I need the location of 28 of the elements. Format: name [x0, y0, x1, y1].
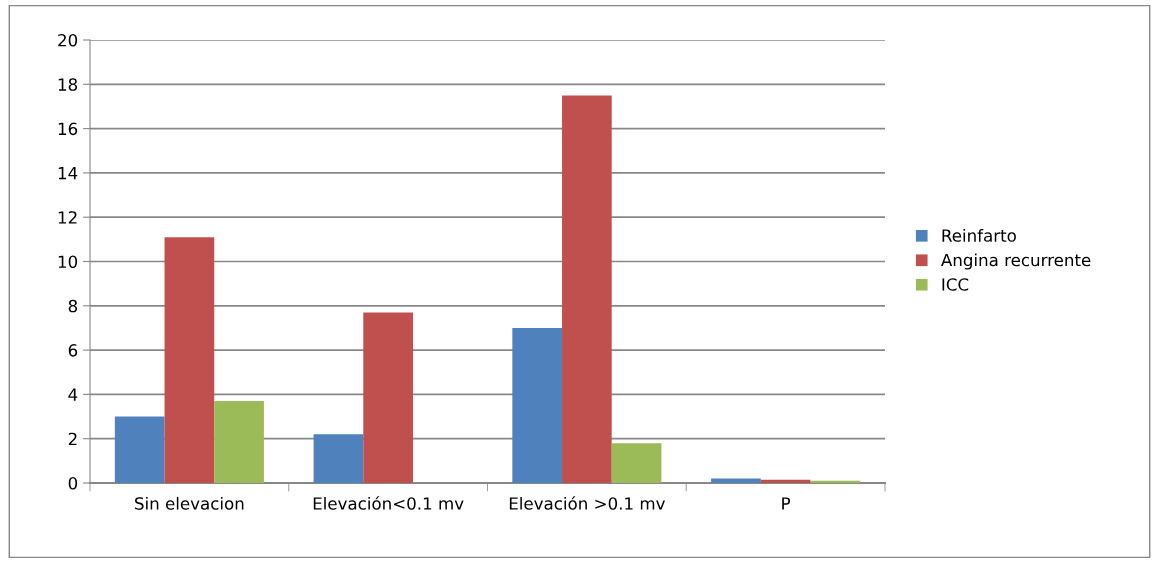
- y-tick-label: 16: [58, 122, 78, 136]
- y-tick-label: 4: [68, 388, 78, 401]
- legend-label: ICC: [942, 278, 969, 291]
- y-tick-label: 2: [68, 432, 77, 446]
- y-tick-label: 0: [68, 476, 78, 490]
- legend-label: Reinfarto: [942, 228, 1016, 242]
- x-tick-label: Sin elevacion: [135, 496, 244, 510]
- x-tick-label: Elevación<0.1 mv: [313, 496, 464, 510]
- y-tick-label: 8: [68, 299, 78, 313]
- x-tick-label: Elevación >0.1 mv: [509, 496, 665, 510]
- y-tick-label: 14: [58, 167, 78, 180]
- bar: [214, 401, 264, 483]
- bar: [512, 327, 563, 483]
- bar: [313, 434, 364, 483]
- bar: [711, 478, 761, 483]
- bar: [611, 443, 662, 483]
- bar: [164, 237, 215, 483]
- bar: [810, 480, 861, 483]
- y-tick-label: 6: [68, 344, 78, 357]
- legend-label: Angina recurrente: [941, 253, 1091, 270]
- y-tick-label: 18: [58, 78, 78, 91]
- bar: [562, 95, 612, 483]
- y-tick-label: 12: [58, 211, 77, 224]
- y-tick-label: 20: [58, 33, 78, 47]
- y-tick-label: 10: [58, 255, 78, 269]
- x-tick-label: P: [782, 497, 791, 510]
- bar: [363, 312, 413, 483]
- bar: [114, 416, 165, 483]
